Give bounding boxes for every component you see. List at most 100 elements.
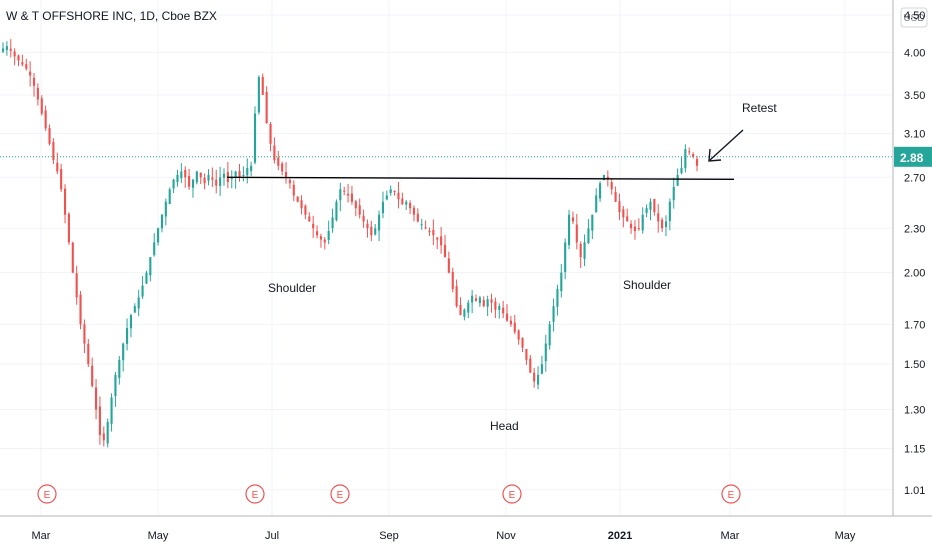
candle <box>661 217 664 233</box>
annotation-label: Shoulder <box>268 281 316 295</box>
candle <box>653 198 656 216</box>
currency-badge <box>900 7 928 28</box>
earnings-marker-circle <box>37 484 57 504</box>
candle <box>195 170 198 185</box>
candle-body <box>486 299 489 307</box>
candle-body <box>168 189 171 205</box>
candle <box>587 219 590 245</box>
candle <box>451 267 454 293</box>
candle-body <box>440 236 443 246</box>
candle <box>269 121 272 152</box>
candle-body <box>630 223 633 229</box>
candle-body <box>315 231 319 236</box>
candle-body <box>133 306 136 313</box>
candle-body <box>118 359 121 379</box>
candle <box>48 124 51 146</box>
candle <box>424 220 427 230</box>
candle <box>354 199 357 217</box>
candle <box>1 42 5 54</box>
candle <box>32 72 36 97</box>
earnings-marker: E <box>721 484 741 504</box>
candle <box>25 58 28 71</box>
candle <box>358 198 361 219</box>
candle-body <box>428 230 431 232</box>
candle <box>614 186 617 203</box>
candle <box>412 205 416 222</box>
candle <box>428 227 431 236</box>
x-tick-label: Jul <box>265 530 279 542</box>
candle-body <box>265 91 268 124</box>
candle <box>529 354 532 374</box>
candle-body <box>36 87 39 100</box>
candle-body <box>91 365 94 387</box>
candle-body <box>517 330 520 340</box>
candle-body <box>482 299 485 307</box>
candle-body <box>366 223 369 229</box>
last-price-label: 2.88 <box>900 151 924 165</box>
candle-body <box>595 195 598 213</box>
candle-body <box>649 201 652 210</box>
candle <box>60 163 63 192</box>
candle-body <box>319 236 322 240</box>
candle-body <box>160 214 164 229</box>
candle-body <box>536 374 540 385</box>
candle-body <box>60 169 63 190</box>
candle-body <box>490 299 493 303</box>
earnings-marker-circle <box>330 484 350 504</box>
candle-body <box>583 242 586 259</box>
last-price-badge <box>894 146 932 167</box>
candle <box>56 152 59 175</box>
earnings-marker-label: E <box>252 490 259 501</box>
candle-body <box>544 343 547 362</box>
candle <box>579 241 582 268</box>
currency-label: USD <box>903 13 924 24</box>
candle <box>21 54 24 67</box>
candle-body <box>246 168 249 176</box>
candle-body <box>502 307 505 314</box>
candle <box>207 169 210 186</box>
candle <box>153 233 156 257</box>
candle <box>98 396 101 445</box>
candle <box>409 200 412 215</box>
candle <box>199 172 202 185</box>
candle <box>583 234 586 266</box>
x-tick-label: Sep <box>379 530 399 542</box>
earnings-marker-circle <box>502 484 522 504</box>
candle <box>63 184 67 224</box>
candle <box>203 173 206 190</box>
candle <box>335 199 338 222</box>
candle <box>149 256 152 282</box>
candle-body <box>575 224 578 243</box>
candle-body <box>692 154 695 157</box>
neckline-line <box>226 176 735 180</box>
candle-body <box>529 358 532 373</box>
candle <box>436 237 439 250</box>
candle <box>482 296 485 308</box>
candle <box>71 241 74 274</box>
candle <box>300 195 303 215</box>
candle <box>692 152 695 159</box>
candle <box>288 178 291 189</box>
retest-arrow-shaft <box>709 129 744 161</box>
candle-body <box>98 406 101 436</box>
candle <box>157 227 160 246</box>
candle-body <box>25 64 28 69</box>
candle-body <box>664 221 668 227</box>
candle-body <box>110 397 113 424</box>
candle <box>401 192 404 205</box>
candle-body <box>672 186 675 201</box>
candle <box>106 418 109 448</box>
candle <box>381 191 385 219</box>
candle <box>602 174 606 181</box>
candle-body <box>657 213 660 222</box>
price-axis-panel <box>893 0 932 516</box>
candle <box>114 371 117 407</box>
candle <box>327 220 330 245</box>
candle-body <box>684 149 687 169</box>
x-tick-label: May <box>835 530 856 542</box>
candle-body <box>346 193 350 196</box>
candle <box>498 303 501 319</box>
candle <box>494 297 497 319</box>
candle-body <box>288 179 291 184</box>
